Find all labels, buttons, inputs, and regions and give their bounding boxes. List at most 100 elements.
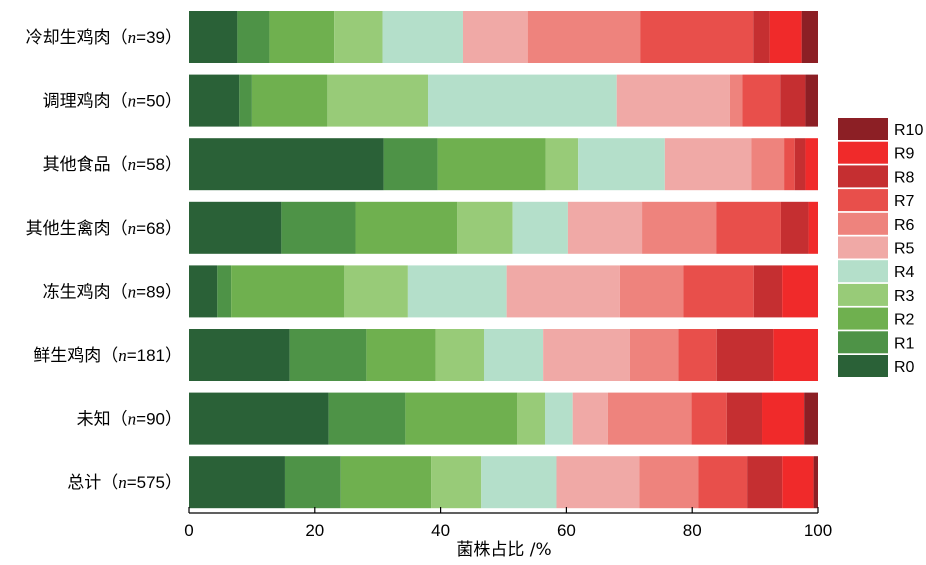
category-label: 其他食品（n=58） — [43, 155, 182, 175]
x-axis: 0 20 40 60 80 100 — [184, 507, 832, 540]
category-label: 冻生鸡肉（n=89） — [43, 282, 182, 302]
legend-item-r8: R8 — [838, 165, 915, 188]
bar-segment-r3 — [344, 265, 408, 318]
bar-row — [189, 201, 818, 254]
bar-segment-r8 — [753, 265, 783, 318]
bar-segment-r3 — [435, 329, 484, 381]
bar-segment-r1 — [284, 456, 341, 509]
bar-segment-r10 — [804, 392, 818, 445]
category-label: 鲜生鸡肉（n=181） — [33, 346, 182, 366]
bar-segment-r6 — [619, 265, 684, 318]
category-name: 未知（ — [77, 410, 128, 430]
bar-segment-r7 — [678, 329, 717, 381]
category-paren: ） — [165, 219, 182, 239]
bar-row — [189, 138, 818, 191]
bar-segment-r2 — [355, 201, 458, 254]
bar-segment-r8 — [780, 74, 806, 127]
bar-segment-r2 — [405, 392, 518, 445]
x-tick-label: 20 — [305, 521, 324, 540]
n-symbol: n — [128, 410, 137, 429]
bar-segment-r8 — [716, 329, 774, 381]
bar-segment-r6 — [527, 11, 641, 63]
x-tick-label: 80 — [683, 521, 702, 540]
bar-segment-r3 — [431, 456, 482, 509]
bar-segment-r3 — [545, 138, 579, 191]
legend-swatch — [838, 331, 888, 354]
bar-segment-r5 — [567, 201, 643, 254]
legend-label: R10 — [894, 122, 923, 139]
category-count: =181 — [127, 346, 165, 365]
bar-segment-r4 — [578, 138, 665, 191]
bar-segment-r7 — [716, 201, 781, 254]
bar-segment-r9 — [773, 329, 818, 381]
bar-segment-r8 — [780, 201, 809, 254]
bar-segment-r5 — [543, 329, 630, 381]
bars-layer — [189, 11, 818, 509]
category-name: 总计（ — [67, 473, 118, 493]
bar-row — [189, 74, 818, 127]
bar-segment-r10 — [801, 11, 818, 63]
bar-segment-r0 — [189, 392, 329, 445]
bar-segment-r2 — [269, 11, 335, 63]
category-paren: ） — [165, 155, 182, 175]
category-count: =89 — [136, 282, 165, 301]
bar-segment-r6 — [751, 138, 785, 191]
legend-item-r7: R7 — [838, 189, 915, 212]
bar-row — [189, 11, 818, 63]
bar-segment-r4 — [407, 265, 507, 318]
bar-row — [189, 265, 818, 318]
bar-segment-r5 — [556, 456, 640, 509]
category-name: 冻生鸡肉（ — [43, 282, 128, 302]
legend-swatch — [838, 236, 888, 259]
bar-segment-r8 — [794, 138, 806, 191]
category-count: =58 — [136, 155, 165, 174]
category-label: 其他生禽肉（n=68） — [26, 219, 182, 239]
legend-item-r6: R6 — [838, 212, 915, 235]
legend-label: R6 — [894, 217, 915, 234]
category-labels: 冷却生鸡肉（n=39）调理鸡肉（n=50）其他食品（n=58）其他生禽肉（n=6… — [26, 28, 182, 493]
category-label: 调理鸡肉（n=50） — [43, 92, 182, 112]
x-axis-title: 菌株占比 /% — [456, 540, 551, 560]
category-paren: ） — [165, 92, 182, 112]
legend-label: R8 — [894, 169, 915, 186]
bar-segment-r6 — [607, 392, 692, 445]
bar-segment-r1 — [239, 74, 252, 127]
bar-segment-r1 — [217, 265, 232, 318]
n-symbol: n — [128, 155, 137, 174]
bar-segment-r5 — [572, 392, 608, 445]
bar-segment-r5 — [462, 11, 528, 63]
category-paren: ） — [165, 473, 182, 493]
bar-segment-r9 — [805, 138, 818, 191]
bar-segment-r1 — [328, 392, 406, 445]
category-name: 其他食品（ — [43, 155, 128, 175]
bar-segment-r3 — [457, 201, 513, 254]
bar-segment-r2 — [366, 329, 436, 381]
n-symbol: n — [118, 473, 127, 492]
legend-swatch — [838, 141, 888, 164]
n-symbol: n — [118, 346, 127, 365]
x-tick-label: 100 — [804, 521, 832, 540]
legend-swatch — [838, 260, 888, 283]
category-count: =50 — [136, 92, 165, 111]
bar-segment-r0 — [189, 11, 238, 63]
bar-segment-r2 — [251, 74, 328, 127]
bar-segment-r2 — [340, 456, 432, 509]
bar-segment-r9 — [769, 11, 802, 63]
legend-swatch — [838, 118, 888, 140]
legend-label: R0 — [894, 359, 915, 376]
bar-segment-r8 — [747, 456, 783, 509]
bar-segment-r0 — [189, 329, 290, 381]
x-tick-label: 0 — [184, 521, 193, 540]
bar-segment-r4 — [545, 392, 573, 445]
legend-swatch — [838, 165, 888, 188]
legend-item-r10: R10 — [838, 118, 923, 140]
n-symbol: n — [128, 282, 137, 301]
legend-swatch — [838, 189, 888, 212]
x-tick-label: 40 — [431, 521, 450, 540]
n-symbol: n — [128, 92, 137, 111]
bar-segment-r7 — [640, 11, 754, 63]
bar-segment-r10 — [805, 74, 818, 127]
bar-row — [189, 456, 818, 509]
bar-segment-r5 — [616, 74, 730, 127]
bar-segment-r2 — [437, 138, 546, 191]
